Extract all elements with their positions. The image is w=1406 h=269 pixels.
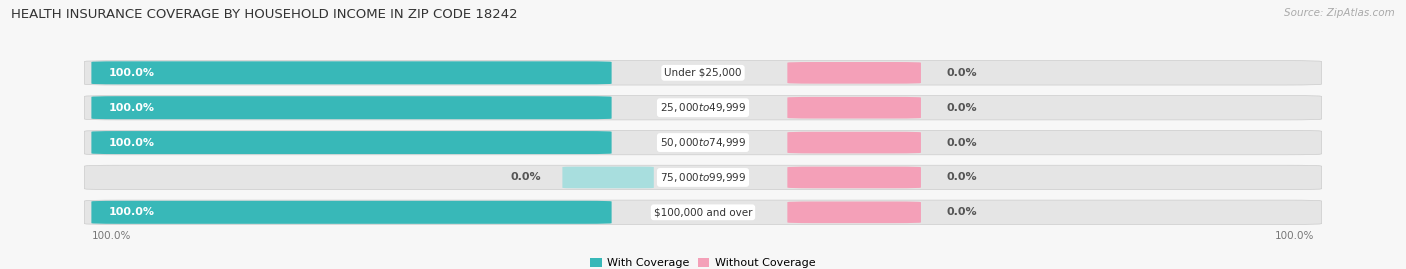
Text: 100.0%: 100.0%: [108, 103, 155, 113]
FancyBboxPatch shape: [787, 62, 921, 84]
FancyBboxPatch shape: [84, 61, 1322, 85]
FancyBboxPatch shape: [787, 132, 921, 153]
FancyBboxPatch shape: [84, 165, 1322, 190]
Text: 0.0%: 0.0%: [946, 172, 977, 182]
Legend: With Coverage, Without Coverage: With Coverage, Without Coverage: [586, 253, 820, 269]
Text: 0.0%: 0.0%: [946, 207, 977, 217]
FancyBboxPatch shape: [787, 167, 921, 188]
Text: HEALTH INSURANCE COVERAGE BY HOUSEHOLD INCOME IN ZIP CODE 18242: HEALTH INSURANCE COVERAGE BY HOUSEHOLD I…: [11, 8, 517, 21]
FancyBboxPatch shape: [91, 96, 612, 119]
Text: 100.0%: 100.0%: [1275, 231, 1315, 241]
FancyBboxPatch shape: [84, 130, 1322, 155]
Text: $100,000 and over: $100,000 and over: [654, 207, 752, 217]
FancyBboxPatch shape: [91, 131, 612, 154]
Text: $25,000 to $49,999: $25,000 to $49,999: [659, 101, 747, 114]
Text: 0.0%: 0.0%: [510, 172, 541, 182]
FancyBboxPatch shape: [787, 97, 921, 119]
Text: Source: ZipAtlas.com: Source: ZipAtlas.com: [1284, 8, 1395, 18]
FancyBboxPatch shape: [562, 167, 654, 188]
Text: 0.0%: 0.0%: [946, 103, 977, 113]
Text: 0.0%: 0.0%: [946, 68, 977, 78]
FancyBboxPatch shape: [84, 95, 1322, 120]
Text: 100.0%: 100.0%: [108, 68, 155, 78]
Text: $50,000 to $74,999: $50,000 to $74,999: [659, 136, 747, 149]
Text: 0.0%: 0.0%: [946, 137, 977, 148]
FancyBboxPatch shape: [91, 201, 612, 224]
Text: 100.0%: 100.0%: [108, 207, 155, 217]
Text: 100.0%: 100.0%: [108, 137, 155, 148]
Text: Under $25,000: Under $25,000: [664, 68, 742, 78]
FancyBboxPatch shape: [787, 201, 921, 223]
Text: 100.0%: 100.0%: [91, 231, 131, 241]
FancyBboxPatch shape: [91, 61, 612, 84]
Text: $75,000 to $99,999: $75,000 to $99,999: [659, 171, 747, 184]
FancyBboxPatch shape: [84, 200, 1322, 225]
